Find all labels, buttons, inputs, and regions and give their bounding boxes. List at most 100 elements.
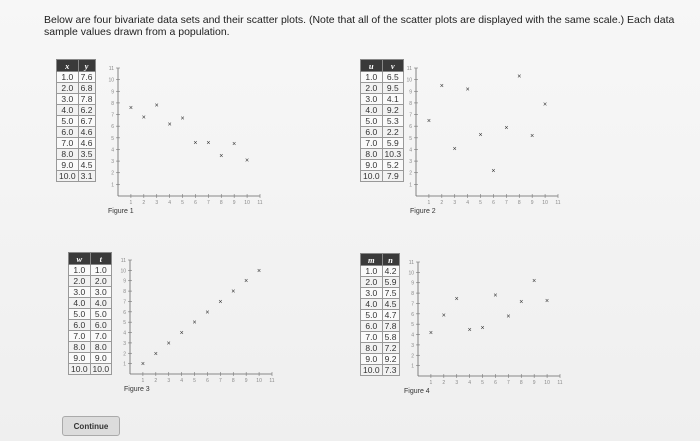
data-point: × <box>427 118 431 125</box>
y-tick-label: 9 <box>409 89 412 95</box>
continue-button[interactable]: Continue <box>62 416 120 436</box>
x-tick-label: 8 <box>518 200 521 206</box>
table-cell: 4.6 <box>77 126 96 138</box>
x-tick-label: 9 <box>533 380 536 386</box>
x-tick-label: 11 <box>269 378 274 384</box>
data-point: × <box>440 83 444 90</box>
table-cell: 2.2 <box>381 126 405 138</box>
table-cell: 5.9 <box>381 276 400 288</box>
x-tick-label: 9 <box>233 200 236 206</box>
table-cell: 4.0 <box>89 297 113 309</box>
table-row: 5.0 5.0 <box>68 308 113 320</box>
x-tick-label: 2 <box>142 200 145 206</box>
y-tick-label: 10 <box>108 78 114 84</box>
table-row: 3.0 7.8 <box>56 93 96 105</box>
column-header-x: w <box>68 252 91 265</box>
y-tick-label: 3 <box>111 159 114 165</box>
y-tick-label: 2 <box>409 171 412 177</box>
y-tick-label: 1 <box>411 364 414 370</box>
table-cell: 6.0 <box>89 319 113 331</box>
y-tick-label: 4 <box>411 333 414 339</box>
table-cell: 4.6 <box>77 137 96 149</box>
y-tick-label: 1 <box>123 362 126 368</box>
table-cell: 1.0 <box>360 71 383 83</box>
x-tick-label: 6 <box>206 378 209 384</box>
data-table-2: u v 1.0 6.5 2.0 9.5 3.0 4.1 4.0 9.2 5.0 5.3 6.0 2.2 7.… <box>360 59 405 182</box>
x-tick-label: 11 <box>555 200 560 206</box>
y-tick-label: 9 <box>111 89 114 95</box>
table-cell: 9.5 <box>381 82 405 94</box>
table-row: 10.0 7.9 <box>360 170 405 182</box>
table-cell: 10.0 <box>68 363 91 375</box>
y-tick-label: 7 <box>411 301 414 307</box>
table-cell: 5.0 <box>56 115 79 127</box>
x-tick-label: 3 <box>155 200 158 206</box>
column-header-x: u <box>360 59 383 72</box>
data-point: × <box>129 105 133 112</box>
x-tick-label: 10 <box>542 200 548 206</box>
x-tick-label: 2 <box>442 380 445 386</box>
table-cell: 2.0 <box>89 275 113 287</box>
table-cell: 4.2 <box>381 265 400 277</box>
table-cell: 6.0 <box>360 126 383 138</box>
table-cell: 10.0 <box>360 364 383 376</box>
data-point: × <box>257 268 261 275</box>
table-cell: 8.0 <box>360 148 383 160</box>
table-cell: 5.8 <box>381 331 400 343</box>
y-tick-label: 6 <box>411 312 414 318</box>
table-cell: 4.7 <box>381 309 400 321</box>
y-tick-label: 5 <box>409 136 412 142</box>
table-cell: 3.0 <box>56 93 79 105</box>
y-tick-label: 3 <box>409 159 412 165</box>
table-cell: 7.0 <box>360 137 383 149</box>
table-row: 2.0 6.8 <box>56 82 96 94</box>
table-cell: 9.2 <box>381 353 400 365</box>
table-row: 9.0 9.0 <box>68 352 113 364</box>
data-point: × <box>231 289 235 296</box>
table-cell: 6.2 <box>77 104 96 116</box>
table-cell: 9.0 <box>360 159 383 171</box>
column-header-y: v <box>381 59 405 72</box>
x-tick-label: 6 <box>194 200 197 206</box>
x-tick-label: 10 <box>244 200 250 206</box>
table-row: 2.0 5.9 <box>360 276 400 288</box>
x-tick-label: 7 <box>219 378 222 384</box>
x-tick-label: 3 <box>455 380 458 386</box>
table-cell: 1.0 <box>360 265 383 277</box>
data-point: × <box>180 116 184 123</box>
y-tick-label: 8 <box>409 101 412 107</box>
table-cell: 10.0 <box>56 170 79 182</box>
data-point: × <box>154 351 158 358</box>
data-point: × <box>468 327 472 334</box>
table-cell: 7.0 <box>68 330 91 342</box>
data-point: × <box>206 140 210 147</box>
x-tick-label: 8 <box>220 200 223 206</box>
x-tick-label: 1 <box>142 378 145 384</box>
y-tick-label: 10 <box>120 268 126 274</box>
table-row: 7.0 5.9 <box>360 137 405 149</box>
table-cell: 5.2 <box>381 159 405 171</box>
data-point: × <box>442 312 446 319</box>
x-tick-label: 6 <box>494 380 497 386</box>
data-table-1: x y 1.0 7.6 2.0 6.8 3.0 7.8 4.0 6.2 5.0 6.7 6.0 4.6 7.… <box>56 59 96 182</box>
table-row: 9.0 9.2 <box>360 353 400 365</box>
table-row: 5.0 5.3 <box>360 115 405 127</box>
x-tick-label: 11 <box>257 200 262 206</box>
data-point: × <box>480 325 484 332</box>
table-cell: 4.0 <box>360 104 383 116</box>
x-tick-label: 4 <box>168 200 171 206</box>
y-tick-label: 5 <box>123 320 126 326</box>
data-point: × <box>543 102 547 109</box>
table-cell: 8.0 <box>89 341 113 353</box>
table-row: 6.0 4.6 <box>56 126 96 138</box>
x-tick-label: 2 <box>154 378 157 384</box>
y-tick-label: 11 <box>109 66 114 72</box>
table-cell: 2.0 <box>56 82 79 94</box>
table-cell: 7.2 <box>381 342 400 354</box>
table-cell: 6.0 <box>56 126 79 138</box>
table-cell: 7.3 <box>381 364 400 376</box>
y-tick-label: 9 <box>411 281 414 287</box>
